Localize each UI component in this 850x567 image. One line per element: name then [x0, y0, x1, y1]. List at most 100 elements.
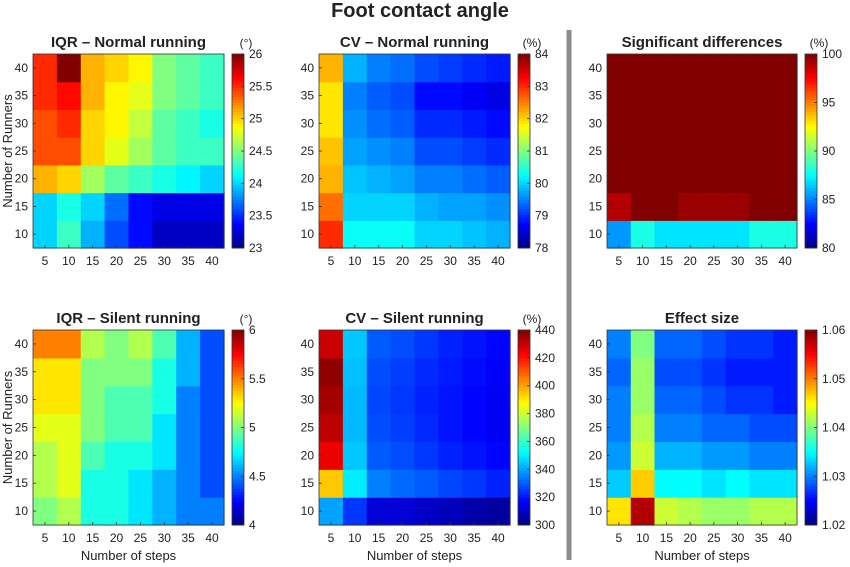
heatmap-cell — [319, 220, 344, 249]
heatmap-cell — [607, 192, 632, 221]
colorbar-segment — [518, 163, 530, 167]
colorbar-segment — [518, 90, 530, 94]
colorbar-segment — [232, 160, 244, 164]
heatmap-cell — [56, 109, 82, 138]
y-tick-label: 35 — [15, 365, 29, 379]
colorbar-tick-label: 1.06 — [822, 323, 846, 337]
heatmap-cell — [654, 385, 679, 415]
colorbar-segment — [232, 461, 244, 465]
y-tick-label: 40 — [15, 337, 29, 351]
colorbar-segment — [805, 66, 817, 70]
colorbar-tick-label: 79 — [535, 209, 549, 223]
colorbar-segment — [805, 117, 817, 122]
heatmap-cell — [486, 54, 511, 83]
heatmap-cell — [56, 164, 82, 194]
heatmap-cell — [702, 441, 727, 470]
heatmap-cell — [33, 164, 58, 194]
heatmap-cell — [702, 81, 727, 111]
heatmap-cell — [128, 164, 153, 194]
heatmap-cell — [725, 220, 751, 249]
colorbar-segment — [518, 366, 530, 371]
x-tick-label: 30 — [731, 254, 745, 268]
heatmap-cell — [462, 469, 487, 498]
heatmap-cell — [366, 54, 392, 83]
heatmap-cell — [630, 441, 656, 470]
colorbar-tick-label: 84 — [535, 47, 549, 61]
colorbar-segment — [518, 384, 530, 389]
heatmap-cell — [702, 413, 727, 443]
colorbar-segment — [518, 439, 530, 444]
heatmap-cell — [773, 413, 798, 443]
heatmap-cell — [128, 330, 153, 359]
heatmap-cell — [80, 413, 106, 443]
y-tick-label: 10 — [15, 227, 29, 241]
heatmap-cell — [104, 469, 130, 498]
colorbar-segment — [805, 90, 817, 94]
y-tick-label: 15 — [15, 199, 29, 213]
colorbar-segment — [232, 241, 244, 246]
y-tick-label: 40 — [301, 337, 315, 351]
x-tick-label: 35 — [468, 531, 482, 545]
heatmap-cell — [678, 385, 703, 415]
heatmap-cell — [319, 81, 344, 111]
colorbar-segment — [232, 151, 244, 155]
colorbar-segment — [232, 506, 244, 511]
heatmap-cell — [104, 413, 130, 443]
colorbar-segment — [518, 387, 530, 392]
heatmap-cell — [414, 357, 439, 387]
y-tick-label: 30 — [301, 116, 315, 130]
x-tick-label: 10 — [348, 254, 362, 268]
heatmap-cell — [725, 54, 751, 83]
colorbar-segment — [232, 208, 244, 213]
heatmap-cell — [702, 164, 727, 194]
heatmap-cell — [56, 385, 82, 415]
x-tick-label: 15 — [372, 531, 386, 545]
heatmap-cell — [462, 385, 487, 415]
heatmap-cell — [654, 109, 679, 138]
colorbar-segment — [232, 512, 244, 517]
colorbar-tick-label: 82 — [535, 112, 549, 126]
x-tick-label: 20 — [396, 531, 410, 545]
colorbar-segment — [232, 126, 244, 131]
colorbar-tick-label: 25.5 — [249, 79, 273, 93]
colorbar-segment — [805, 54, 817, 58]
colorbar-segment — [518, 485, 530, 489]
y-tick-label: 20 — [301, 448, 315, 462]
colorbar-segment — [805, 169, 817, 173]
colorbar-segment — [518, 214, 530, 219]
colorbar-tick-label: 4.5 — [249, 469, 266, 483]
heatmap-panel-6: Effect size 5 10 15 20 25 30 35 40 10 15 20 25 30 35 40… — [589, 310, 846, 563]
colorbar-segment — [805, 521, 817, 526]
heatmap-cell — [33, 54, 58, 83]
heatmap-cell — [654, 220, 679, 249]
colorbar-segment — [518, 241, 530, 246]
heatmap-panel-5: CV – Silent running 5 10 15 20 25 30 35 40 10 15 20… — [301, 310, 556, 563]
colorbar-unit: (%) — [523, 312, 542, 326]
heatmap-cell — [200, 192, 225, 221]
heatmap-cell — [462, 357, 487, 387]
colorbar-segment — [232, 129, 244, 134]
colorbar-segment — [518, 114, 530, 119]
colorbar-segment — [232, 205, 244, 210]
heatmap-cell — [678, 137, 703, 166]
heatmap-cell — [128, 497, 153, 526]
heatmap-cell — [390, 385, 416, 415]
colorbar-segment — [805, 479, 817, 483]
x-tick-label: 30 — [158, 254, 172, 268]
y-tick-label: 15 — [589, 476, 603, 490]
heatmap-cell — [342, 164, 368, 194]
panel-title: Effect size — [665, 310, 739, 327]
colorbar-segment — [232, 229, 244, 234]
x-tick-label: 15 — [660, 254, 674, 268]
colorbar-segment — [805, 217, 817, 222]
colorbar-segment — [518, 184, 530, 188]
heatmap-cell — [462, 192, 487, 221]
colorbar-segment — [232, 84, 244, 88]
heatmap-cell — [152, 497, 177, 526]
colorbar-segment — [805, 375, 817, 380]
colorbar-segment — [232, 54, 244, 58]
colorbar-segment — [232, 482, 244, 486]
colorbar-segment — [518, 467, 530, 471]
heatmap-cell — [176, 357, 201, 387]
colorbar-segment — [232, 393, 244, 398]
